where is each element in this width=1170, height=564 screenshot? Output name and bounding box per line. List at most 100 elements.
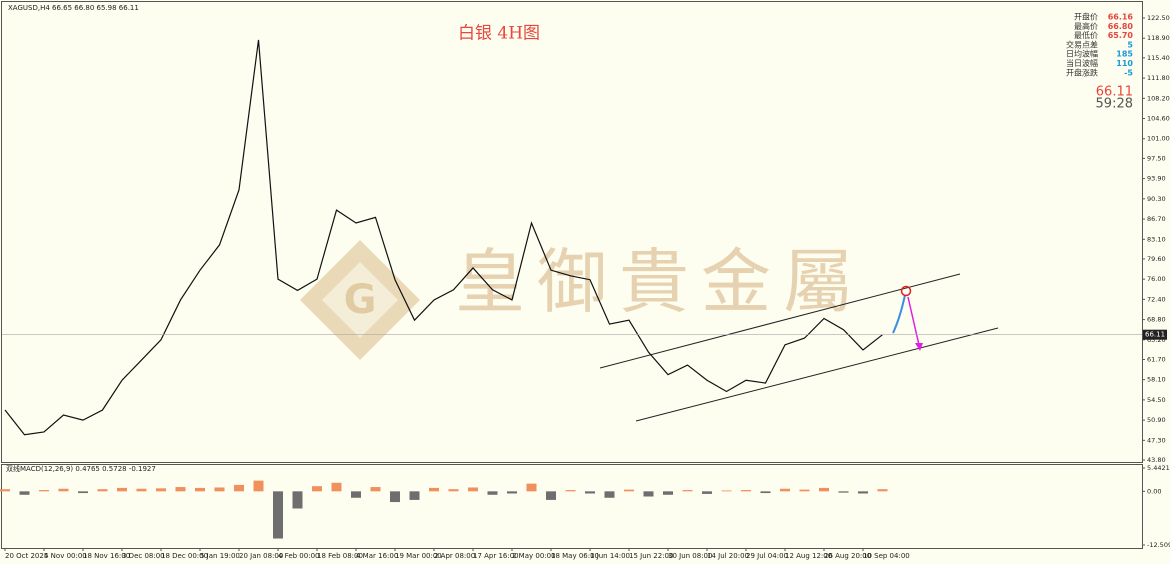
last-price-label: 66.11 [1145,331,1165,339]
y-tick-label: 0.00 [1147,487,1161,495]
info-label: 最高价 [1074,21,1098,31]
macd-bar [819,487,829,492]
info-value: 5 [1127,40,1133,49]
x-tick-label: 4 Nov 00:00 [44,552,87,560]
y-tick-label: 54.50 [1147,396,1166,404]
macd-bar [234,484,244,492]
x-tick-label: 5 Jan 19:00 [200,552,240,560]
macd-bar [526,483,537,492]
y-tick-label: 97.50 [1147,154,1166,162]
info-label: 交易点差 [1066,39,1098,49]
macd-bar [429,487,439,492]
y-tick-label: 58.10 [1147,376,1166,384]
macd-bar [760,491,771,494]
logo-letter: G [344,277,377,323]
price-line [4,39,883,436]
x-tick-label: 18 Dec 00:00 [161,552,208,560]
macd-bar [721,490,732,492]
x-tick-label: 20 Jan 08:00 [239,552,283,560]
macd-bar [156,488,166,492]
macd-bar [702,491,712,494]
channel-lower [635,327,999,422]
macd-bar [585,491,595,494]
macd-bar [877,489,888,492]
y-tick-label: 101.00 [1147,135,1170,143]
y-tick-label: 79.60 [1147,255,1166,263]
last-price-box [1143,329,1167,340]
macd-bar [253,480,264,492]
info-value: 66.80 [1108,22,1134,31]
info-value: 185 [1116,50,1133,59]
y-tick-label: 50.90 [1147,416,1166,424]
x-tick-label: 18 May 06:00 [551,552,599,560]
x-tick-label: 26 Aug 20:00 [824,552,871,560]
info-value: -5 [1124,68,1133,77]
y-tick-label: 65.20 [1147,336,1166,344]
y-tick-label: 5.4421 [1147,464,1170,472]
macd-bar [19,491,30,495]
x-tick-label: 2 Apr 08:00 [434,552,475,560]
main-frame [1,1,1143,463]
arrow-head [915,343,923,351]
x-tick-label: 2 May 00:00 [512,552,556,560]
y-tick-label: 47.30 [1147,436,1166,444]
macd-bar [214,487,225,492]
y-tick-label: 72.40 [1147,295,1166,303]
watermark: G 皇御貴金屬 [300,240,865,360]
channel-upper [599,273,961,369]
macd-bar [331,482,342,492]
y-tick-label: 115.40 [1147,54,1170,62]
title: 白银 4H图 [458,24,540,44]
macd-bar [292,491,303,509]
x-tick-label: 14 Jul 20:00 [707,552,749,560]
macd-bar [565,490,576,492]
macd-frame [1,464,1143,549]
macd-bar [624,489,634,492]
x-tick-label: 4 Feb 00:00 [278,552,319,560]
macd-bar [39,490,49,492]
macd-bar [273,491,283,539]
logo-inner [322,262,398,338]
y-tick-label: -12.5096 [1147,541,1170,549]
y-tick-label: 104.60 [1147,115,1170,123]
y-tick-label: 118.90 [1147,34,1170,42]
x-tick-label: 30 Jun 08:00 [668,552,712,560]
info-value: 66.16 [1108,13,1134,22]
macd-bar [858,491,868,494]
x-tick-label: 12 Aug 12:00 [785,552,832,560]
y-tick-label: 86.70 [1147,215,1166,223]
x-tick-label: 18 Nov 16:00 [83,552,130,560]
macd-bar [390,491,400,503]
x-tick-label: 3 Dec 08:00 [122,552,165,560]
macd-bar [546,491,556,500]
macd-bar [409,491,420,500]
info-label: 当日波幅 [1066,58,1098,68]
macd-bar [507,491,517,494]
y-tick-label: 108.20 [1147,94,1170,102]
x-tick-label: 1 Jun 14:00 [590,552,630,560]
macd-bar [78,491,88,494]
header: XAGUSD,H4 66.65 66.80 65.98 66.11 [8,4,139,12]
macd-bar [0,489,10,492]
macd-bar [741,490,751,492]
info-value: 110 [1116,59,1133,68]
price: 66.11 [1096,85,1133,100]
macd-bar [663,491,673,495]
forecast-down [907,296,920,346]
macd-title: 双线MACD(12,26,9) 0.4765 0.5728 -0.1927 [6,464,156,473]
y-tick-label: 61.70 [1147,355,1166,363]
x-tick-label: 4 Mar 16:00 [356,552,398,560]
macd-bar [97,489,108,492]
y-tick-label: 68.80 [1147,316,1166,324]
y-tick-label: 90.30 [1147,195,1166,203]
x-tick-label: 10 Sep 04:00 [863,552,910,560]
watermark-text: 皇御貴金屬 [455,241,865,323]
macd-bar [136,488,147,492]
y-tick-label: 83.10 [1147,235,1166,243]
x-tick-label: 19 Mar 00:00 [395,552,442,560]
macd-bar [604,491,615,498]
macd-bar [799,489,810,492]
info-label: 日均波幅 [1066,49,1098,59]
